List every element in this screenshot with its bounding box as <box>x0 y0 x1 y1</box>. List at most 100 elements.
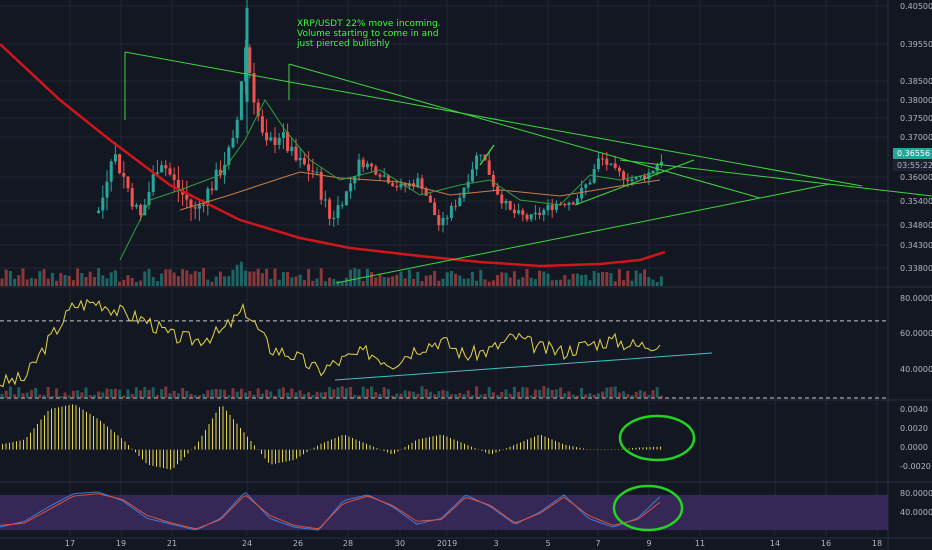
macd-bar <box>208 424 210 450</box>
rsi-volume-bar <box>403 390 407 398</box>
rsi-volume-bar <box>420 386 424 398</box>
macd-bar <box>250 440 252 450</box>
macd-bar <box>138 449 140 456</box>
macd-tick-label: 0.0000 <box>900 443 928 452</box>
candle-body-35 <box>147 192 151 205</box>
candle-body-131 <box>550 204 554 210</box>
macd-bar <box>376 448 378 450</box>
volume-bar-58 <box>244 270 248 286</box>
volume-bar-108 <box>454 273 458 286</box>
volume-bar-113 <box>475 280 479 286</box>
rsi-volume-bar <box>344 388 348 398</box>
rsi-volume-bar <box>206 390 210 398</box>
countdown-label: 03:55:22 <box>897 161 932 170</box>
macd-bar <box>61 406 63 450</box>
volume-bar-71 <box>298 274 302 286</box>
macd-bar <box>226 410 227 450</box>
volume-bar-23 <box>97 268 101 286</box>
macd-bar <box>607 449 609 451</box>
rsi-volume-bar <box>575 395 579 398</box>
rsi-volume-bar <box>130 393 134 398</box>
x-tick-label: 2019 <box>437 539 457 548</box>
volume-bar-99 <box>416 271 420 286</box>
rsi-volume-bar <box>277 388 281 398</box>
volume-bar-47 <box>197 271 201 286</box>
rsi-volume-bar <box>349 386 353 398</box>
rsi-volume-bar <box>17 387 21 398</box>
macd-bar <box>187 449 189 454</box>
macd-bar <box>537 435 539 450</box>
price-tick-label: 0.38500 <box>900 77 932 86</box>
macd-bar <box>439 434 441 450</box>
volume-bar-80 <box>336 280 340 286</box>
rsi-volume-bar <box>416 393 420 398</box>
candle-body-44 <box>185 194 189 200</box>
candle-body-29 <box>122 173 126 177</box>
volume-bar-45 <box>189 274 193 286</box>
rsi-volume-bar <box>542 386 546 398</box>
rsi-volume-bar <box>8 386 12 398</box>
rsi-volume-bar <box>155 394 159 398</box>
rsi-volume-bar <box>181 388 185 398</box>
rsi-volume-bar <box>311 394 315 398</box>
candle-body-154 <box>647 172 651 179</box>
rsi-volume-bar <box>239 388 243 398</box>
candle-body-104 <box>437 215 441 226</box>
macd-bar <box>89 413 91 450</box>
candle-body-127 <box>533 212 537 215</box>
candle-body-26 <box>109 161 113 182</box>
macd-bar <box>170 449 171 470</box>
rsi-volume-bar <box>210 389 214 398</box>
macd-bar <box>492 449 493 454</box>
rsi-volume-bar <box>659 395 663 398</box>
macd-bar <box>408 444 409 450</box>
macd-bar <box>530 438 532 450</box>
candle-body-48 <box>202 204 206 206</box>
macd-bar <box>628 448 630 450</box>
volume-bar-125 <box>525 269 529 286</box>
volume-bar-151 <box>634 270 638 286</box>
candle-body-140 <box>588 182 592 185</box>
volume-bar-117 <box>491 280 495 286</box>
candle-body-138 <box>580 187 584 199</box>
macd-bar <box>425 437 427 450</box>
candle-body-85 <box>357 159 361 177</box>
macd-bar <box>19 440 21 450</box>
volume-bar-70 <box>294 276 298 286</box>
candle-body-57 <box>239 81 243 120</box>
stoch-tick-label: 40.0000 <box>900 508 932 517</box>
price-tick-label: 0.38000 <box>900 96 932 105</box>
volume-bar-109 <box>458 275 462 286</box>
macd-bar <box>383 449 385 452</box>
candle-body-40 <box>168 168 172 175</box>
volume-bar-89 <box>374 277 378 286</box>
volume-bar-19 <box>80 273 84 286</box>
macd-bar <box>387 449 388 453</box>
volume-bar-27 <box>113 270 117 286</box>
candle-body-137 <box>575 198 579 205</box>
volume-bar-95 <box>399 271 403 286</box>
macd-bar <box>296 449 297 459</box>
macd-bar <box>166 449 168 469</box>
rsi-trendline <box>334 352 713 381</box>
volume-bar-11 <box>46 278 50 286</box>
volume-bar-115 <box>483 279 487 286</box>
candle-body-151 <box>634 177 638 180</box>
volume-bar-118 <box>496 275 500 286</box>
candle-body-148 <box>622 171 626 180</box>
volume-bar-122 <box>512 271 516 286</box>
volume-bar-97 <box>407 269 411 286</box>
macd-bar <box>509 446 511 450</box>
rsi-volume-bar <box>34 387 38 398</box>
macd-bar <box>16 441 17 450</box>
rsi-volume-bar <box>340 386 344 398</box>
volume-bar-8 <box>34 278 38 286</box>
volume-bar-155 <box>651 279 655 286</box>
volume-bar-29 <box>122 279 126 286</box>
macd-bar <box>229 414 231 450</box>
rsi-volume-bar <box>281 387 285 398</box>
candle-body-30 <box>126 176 130 189</box>
volume-bar-120 <box>504 272 508 286</box>
candle-body-98 <box>412 183 416 187</box>
candle-body-110 <box>462 187 466 198</box>
